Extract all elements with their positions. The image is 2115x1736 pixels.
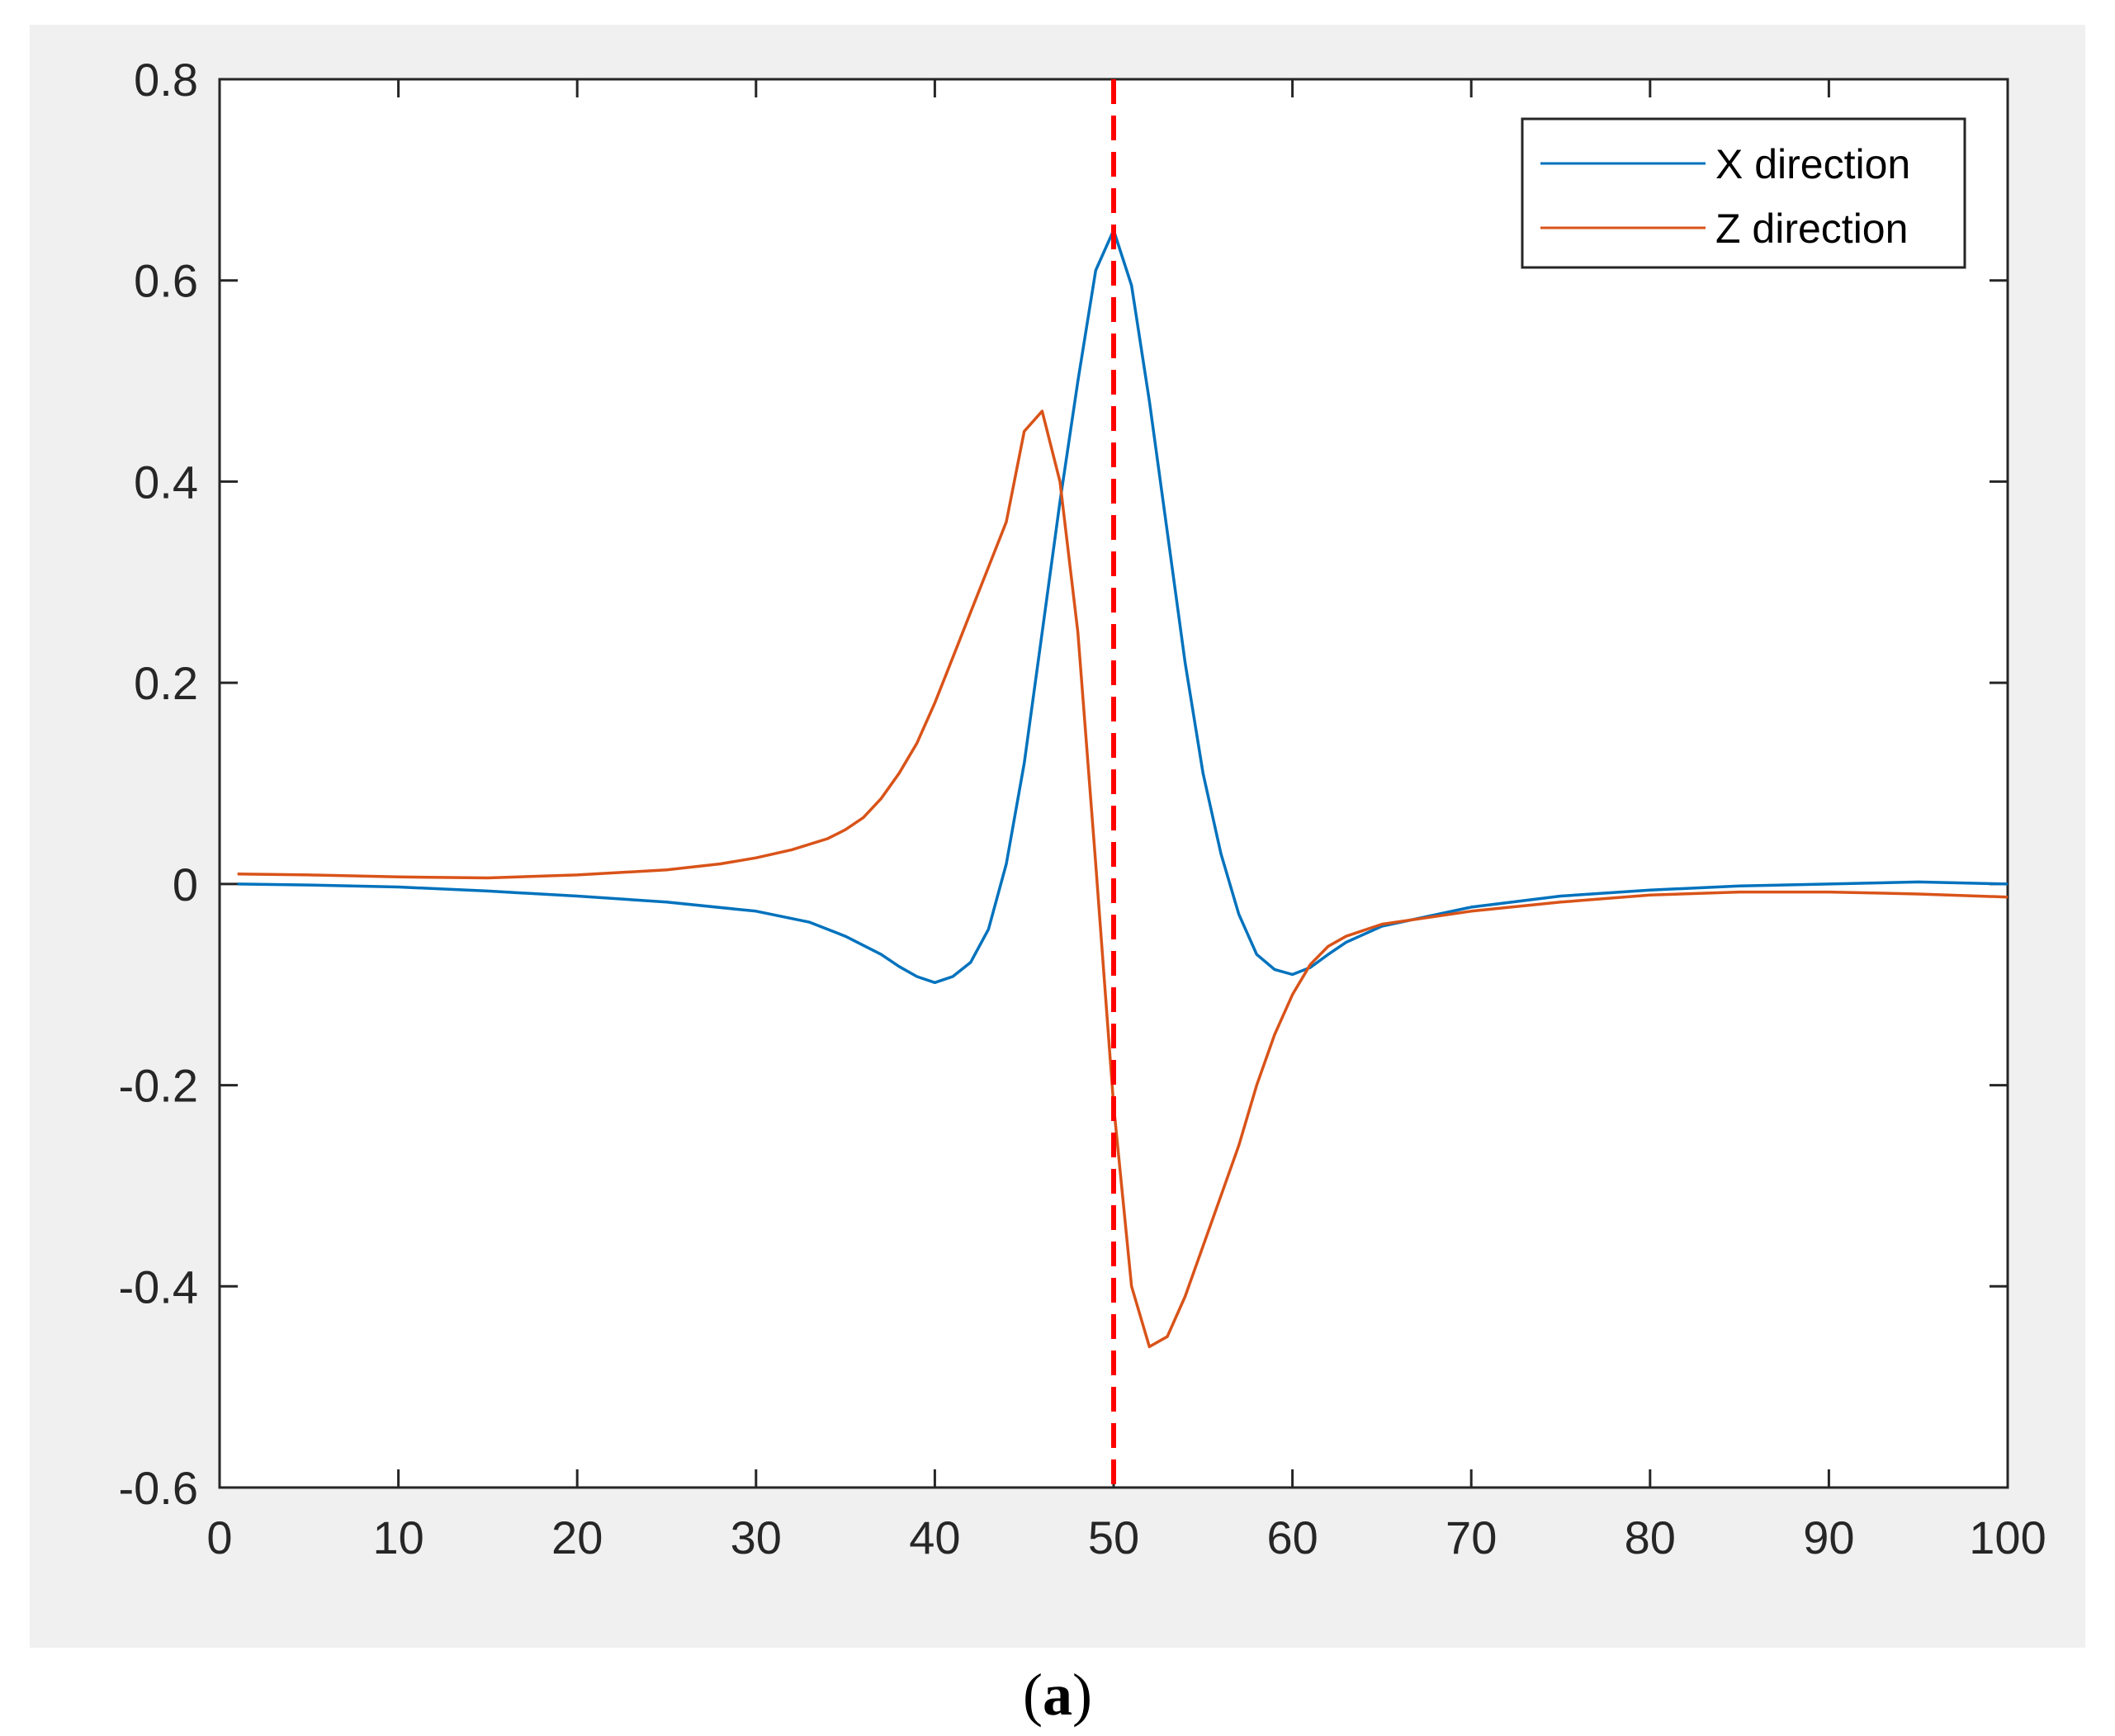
x-axis-tick-labels: 0 10 20 30 40 50 60 70 80 90 100 xyxy=(206,1511,2046,1563)
x-tick-label: 0 xyxy=(206,1511,232,1563)
x-tick-label: 80 xyxy=(1625,1511,1676,1563)
y-tick-label: -0.2 xyxy=(119,1060,199,1112)
x-tick-label: 10 xyxy=(372,1511,423,1563)
y-tick-label: 0.4 xyxy=(134,456,198,508)
x-tick-label: 90 xyxy=(1803,1511,1854,1563)
x-tick-label: 60 xyxy=(1266,1511,1318,1563)
x-tick-label: 30 xyxy=(731,1511,782,1563)
figure-caption: (a) xyxy=(1023,1662,1092,1728)
x-tick-label: 20 xyxy=(551,1511,603,1563)
legend-box xyxy=(1521,117,1966,269)
y-tick-label: 0.8 xyxy=(134,54,198,106)
x-tick-label: 50 xyxy=(1088,1511,1139,1563)
y-tick-label: 0.2 xyxy=(134,657,198,709)
x-tick-label: 100 xyxy=(1969,1511,2046,1563)
series-line-z-direction xyxy=(237,409,2009,1349)
y-tick-label: 0 xyxy=(173,859,198,911)
y-tick-label: -0.4 xyxy=(119,1261,199,1313)
legend: X direction Z direction xyxy=(1521,117,1966,269)
series-line-x-direction xyxy=(237,229,2009,985)
y-tick-label: 0.6 xyxy=(134,255,198,307)
y-axis-tick-labels: 0.8 0.6 0.4 0.2 0 -0.2 -0.4 -0.6 xyxy=(119,54,199,1514)
legend-label-z-direction: Z direction xyxy=(1715,206,1908,252)
y-tick-label: -0.6 xyxy=(119,1462,199,1514)
x-tick-label: 40 xyxy=(909,1511,960,1563)
series-lines xyxy=(237,229,2009,1349)
x-tick-label: 70 xyxy=(1445,1511,1497,1563)
legend-label-x-direction: X direction xyxy=(1715,141,1910,187)
